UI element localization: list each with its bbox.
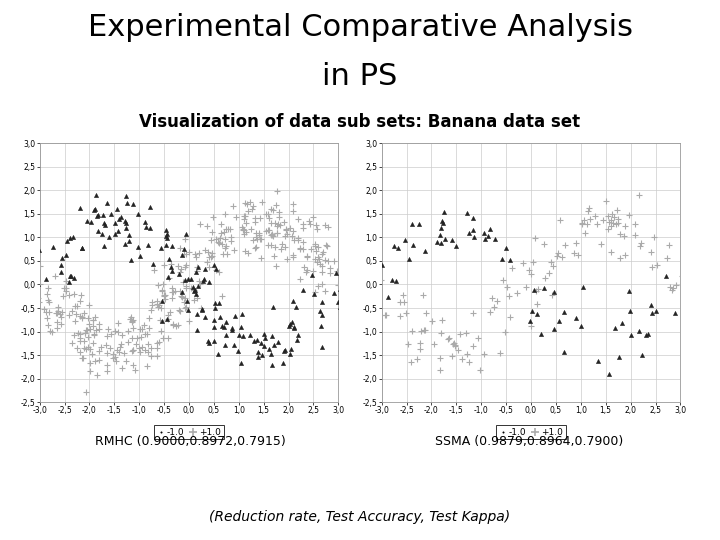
Legend: -1.0, +1.0: -1.0, +1.0 [496, 425, 566, 440]
Text: SSMA (0.9879,0.8964,0.7900): SSMA (0.9879,0.8964,0.7900) [435, 435, 624, 448]
Legend: -1.0, +1.0: -1.0, +1.0 [154, 425, 224, 440]
Text: RMHC (0.9000,0.8972,0.7915): RMHC (0.9000,0.8972,0.7915) [96, 435, 286, 448]
Text: Visualization of data sub sets: Banana data set: Visualization of data sub sets: Banana d… [140, 113, 580, 131]
Text: in PS: in PS [323, 62, 397, 91]
Text: (Reduction rate, Test Accuracy, Test Kappa): (Reduction rate, Test Accuracy, Test Kap… [210, 510, 510, 524]
Text: Experimental Comparative Analysis: Experimental Comparative Analysis [88, 14, 632, 43]
